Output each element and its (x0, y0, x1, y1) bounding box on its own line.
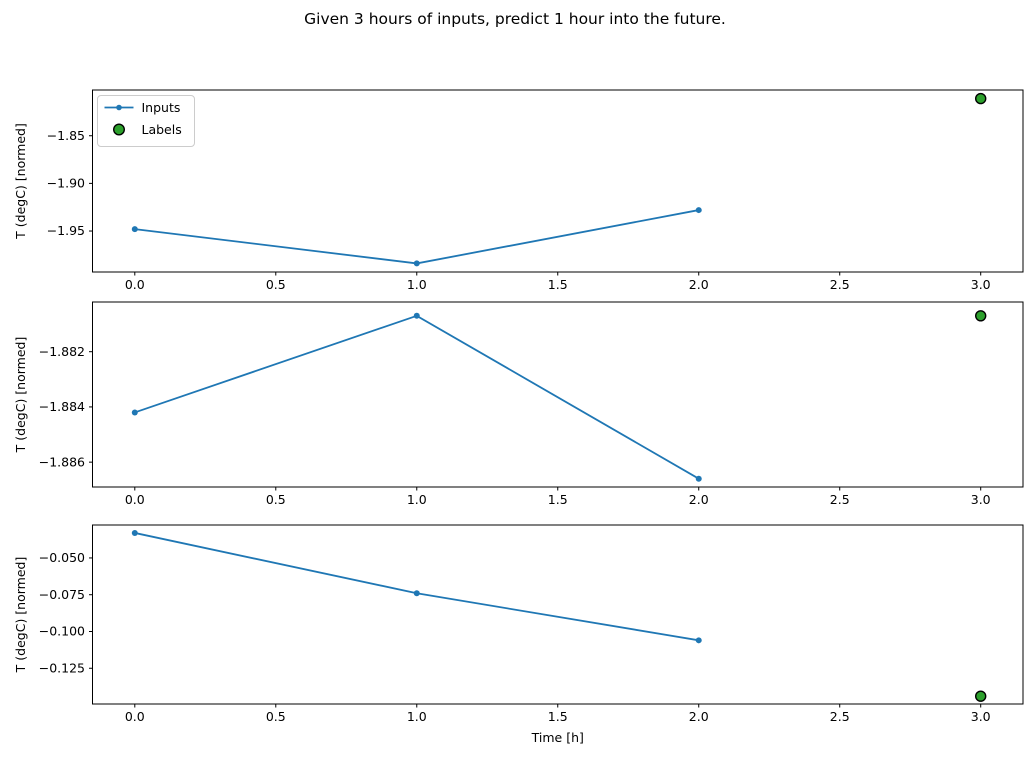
y-tick-label-3: −0.125 (39, 660, 85, 675)
y-axis-label-2: T (degC) [normed] (13, 337, 28, 454)
y-tick-label-2: −1.882 (39, 344, 85, 359)
legend-inputs-label: Inputs (142, 100, 181, 115)
x-tick-label-1: 0.0 (125, 277, 145, 292)
x-tick-label-1: 0.5 (266, 277, 286, 292)
x-tick-label-3: 2.5 (830, 709, 850, 724)
y-tick-label-3: −0.075 (39, 587, 85, 602)
labels-point-1 (975, 92, 987, 105)
x-tick-label-2: 3.0 (971, 492, 991, 507)
inputs-point-2 (131, 409, 138, 416)
inputs-point-2 (413, 312, 420, 319)
labels-point-2 (975, 310, 987, 322)
y-tick-label-3: −0.050 (39, 550, 85, 565)
y-tick-label-1: −1.90 (47, 176, 85, 191)
inputs-line-3 (134, 532, 699, 642)
figure-title: Given 3 hours of inputs, predict 1 hour … (304, 10, 726, 28)
inputs-line-1 (134, 209, 699, 265)
x-tick-label-1: 1.5 (548, 277, 568, 292)
inputs-point-1 (695, 207, 702, 214)
inputs-line-2 (134, 314, 700, 480)
x-tick-label-1: 2.0 (689, 277, 709, 292)
legend-inputs-dot (116, 104, 122, 111)
labels-point-3 (975, 690, 987, 702)
x-tick-label-2: 2.5 (830, 492, 850, 507)
x-tick-label-3: 2.0 (689, 709, 709, 724)
y-tick-label-2: −1.884 (39, 399, 85, 414)
x-tick-label-2: 1.5 (548, 492, 568, 507)
inputs-point-1 (131, 226, 138, 233)
x-tick-label-2: 1.0 (407, 492, 427, 507)
plot-area-3 (92, 524, 1024, 705)
x-tick-label-3: 1.0 (407, 709, 427, 724)
inputs-point-3 (413, 590, 420, 597)
inputs-point-3 (695, 637, 702, 644)
y-tick-label-1: −1.95 (47, 223, 85, 238)
x-tick-label-3: 0.0 (125, 709, 145, 724)
x-tick-label-1: 2.5 (830, 277, 850, 292)
inputs-point-2 (695, 475, 702, 482)
y-tick-label-1: −1.85 (47, 128, 85, 143)
x-tick-label-1: 1.0 (407, 277, 427, 292)
inputs-point-1 (413, 260, 420, 267)
legend-labels-marker (112, 123, 125, 136)
x-tick-label-3: 3.0 (971, 709, 991, 724)
x-tick-label-2: 2.0 (689, 492, 709, 507)
y-tick-label-2: −1.886 (39, 454, 85, 469)
y-axis-label-1: T (degC) [normed] (13, 123, 28, 240)
plot-area-1 (92, 89, 1024, 273)
x-axis-label: Time [h] (531, 730, 584, 745)
inputs-point-3 (131, 529, 138, 536)
x-tick-label-2: 0.0 (125, 492, 145, 507)
y-tick-label-3: −0.100 (39, 624, 85, 639)
plot-area-2 (92, 301, 1024, 488)
y-axis-label-3: T (degC) [normed] (13, 557, 28, 674)
x-tick-label-3: 1.5 (548, 709, 568, 724)
x-tick-label-3: 0.5 (266, 709, 286, 724)
legend-labels-label: Labels (142, 122, 182, 137)
x-tick-label-1: 3.0 (971, 277, 991, 292)
x-tick-label-2: 0.5 (266, 492, 286, 507)
